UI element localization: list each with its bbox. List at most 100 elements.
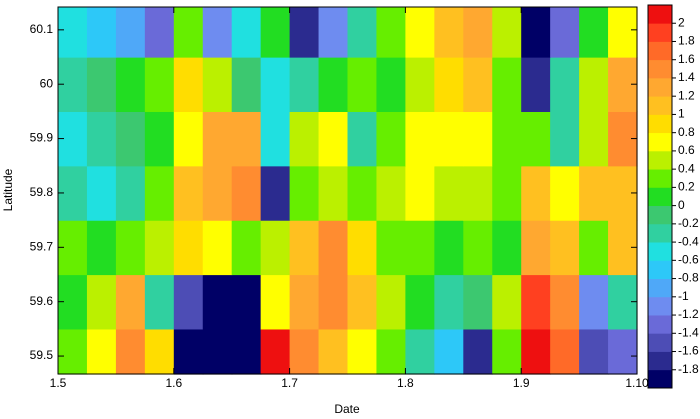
colorbar-box [648, 296, 672, 316]
colorbar-box [648, 5, 672, 24]
heatmap-cell [86, 57, 117, 112]
heatmap-cell [231, 328, 262, 375]
heatmap-cell [115, 220, 146, 276]
heatmap-cell [463, 111, 493, 167]
heatmap-cell [376, 57, 406, 112]
heatmap-cell [173, 111, 204, 167]
heatmap-cell [318, 274, 349, 330]
heatmap-cell [521, 165, 551, 221]
colorbar-tick-label: -1.2 [678, 307, 699, 321]
heatmap-cell [260, 111, 291, 167]
heatmap-cell [347, 220, 378, 276]
heatmap-cell [115, 328, 146, 375]
heatmap-cell [405, 111, 435, 167]
heatmap-cell [550, 274, 580, 330]
heatmap-cell [579, 111, 609, 167]
heatmap-cell [58, 7, 88, 58]
heatmap-cell [86, 274, 117, 330]
heatmap-cell [376, 328, 406, 375]
x-tick-label: 1.10 [625, 376, 649, 390]
y-tick-label: 59.9 [30, 131, 54, 145]
heatmap-cell [521, 220, 551, 276]
heatmap-cell [347, 328, 378, 375]
heatmap-cell [492, 220, 522, 276]
heatmap-cell [579, 57, 609, 112]
heatmap-cell [115, 57, 146, 112]
colorbar-tick-label: -0.6 [678, 253, 699, 267]
x-tick-label: 1.8 [397, 376, 414, 390]
heatmap-cell [376, 111, 406, 167]
heatmap-cell [144, 165, 175, 221]
heatmap-cell [492, 57, 522, 112]
colorbar-tick-label: 1.6 [678, 52, 695, 66]
heatmap-cell [347, 274, 378, 330]
heatmap-cell [115, 111, 146, 167]
heatmap-cell [260, 57, 291, 112]
x-tick-label: 1.5 [50, 376, 67, 390]
y-tick-label: 60.1 [30, 22, 54, 36]
x-axis-label: Date [334, 402, 360, 416]
heatmap-cell [492, 165, 522, 221]
y-axis-label: Latitude [1, 168, 15, 211]
colorbar-box [648, 333, 672, 352]
plot-frame [57, 6, 638, 375]
colorbar-box [648, 260, 672, 279]
colorbar-box [648, 369, 672, 389]
heatmap-cell [579, 274, 609, 330]
colorbar-box [648, 150, 672, 170]
colorbar-box [648, 96, 672, 115]
heatmap-cell [579, 220, 609, 276]
heatmap-cell [434, 274, 464, 330]
heatmap-cell [521, 57, 551, 112]
heatmap-cell [405, 165, 435, 221]
heatmap-cell [550, 328, 580, 375]
heatmap-cell [173, 328, 204, 375]
heatmap-cell [434, 328, 464, 375]
colorbar-tick-label: -0.4 [678, 234, 699, 248]
heatmap-cell [318, 165, 349, 221]
colorbar-tick-label: -0.2 [678, 216, 699, 230]
colorbar-box [648, 77, 672, 97]
heatmap-cell [463, 57, 493, 112]
heatmap-cell [463, 220, 493, 276]
heatmap-cell [202, 111, 233, 167]
heatmap-cell [550, 7, 580, 58]
heatmap-cell [202, 57, 233, 112]
heatmap-cell [144, 57, 175, 112]
heatmap-cell [144, 111, 175, 167]
heatmap-cell [86, 111, 117, 167]
heatmap-cell [289, 274, 320, 330]
heatmap-cell [202, 165, 233, 221]
heatmap-cell [550, 111, 580, 167]
heatmap-cell [231, 111, 262, 167]
heatmap-cell [289, 328, 320, 375]
y-tick-label: 59.5 [30, 348, 54, 362]
colorbar-tick-label: 0.8 [678, 125, 695, 139]
heatmap-cell [231, 274, 262, 330]
heatmap-cell [86, 165, 117, 221]
heatmap-cell [173, 165, 204, 221]
y-tick-label: 59.6 [30, 294, 54, 308]
heatmap-cell [521, 7, 551, 58]
heatmap-cell [579, 165, 609, 221]
heatmap-cell [173, 57, 204, 112]
x-tick-label: 1.9 [513, 376, 530, 390]
heatmap-cell [289, 220, 320, 276]
colorbar-frame [647, 4, 673, 389]
heatmap-cell [463, 328, 493, 375]
heatmap-cell [318, 7, 349, 58]
colorbar-box [648, 132, 672, 152]
heatmap-cell [608, 328, 638, 375]
colorbar-box [648, 169, 672, 188]
heatmap-cell [434, 111, 464, 167]
heatmap-cell [376, 274, 406, 330]
heatmap-cell [173, 274, 204, 330]
heatmap-cell [463, 274, 493, 330]
y-tick-label: 59.7 [30, 239, 54, 253]
colorbar-box [648, 223, 672, 243]
heatmap-cell [144, 328, 175, 375]
heatmap-cell [347, 7, 378, 58]
heatmap-cell [434, 220, 464, 276]
heatmap-cell [144, 7, 175, 58]
